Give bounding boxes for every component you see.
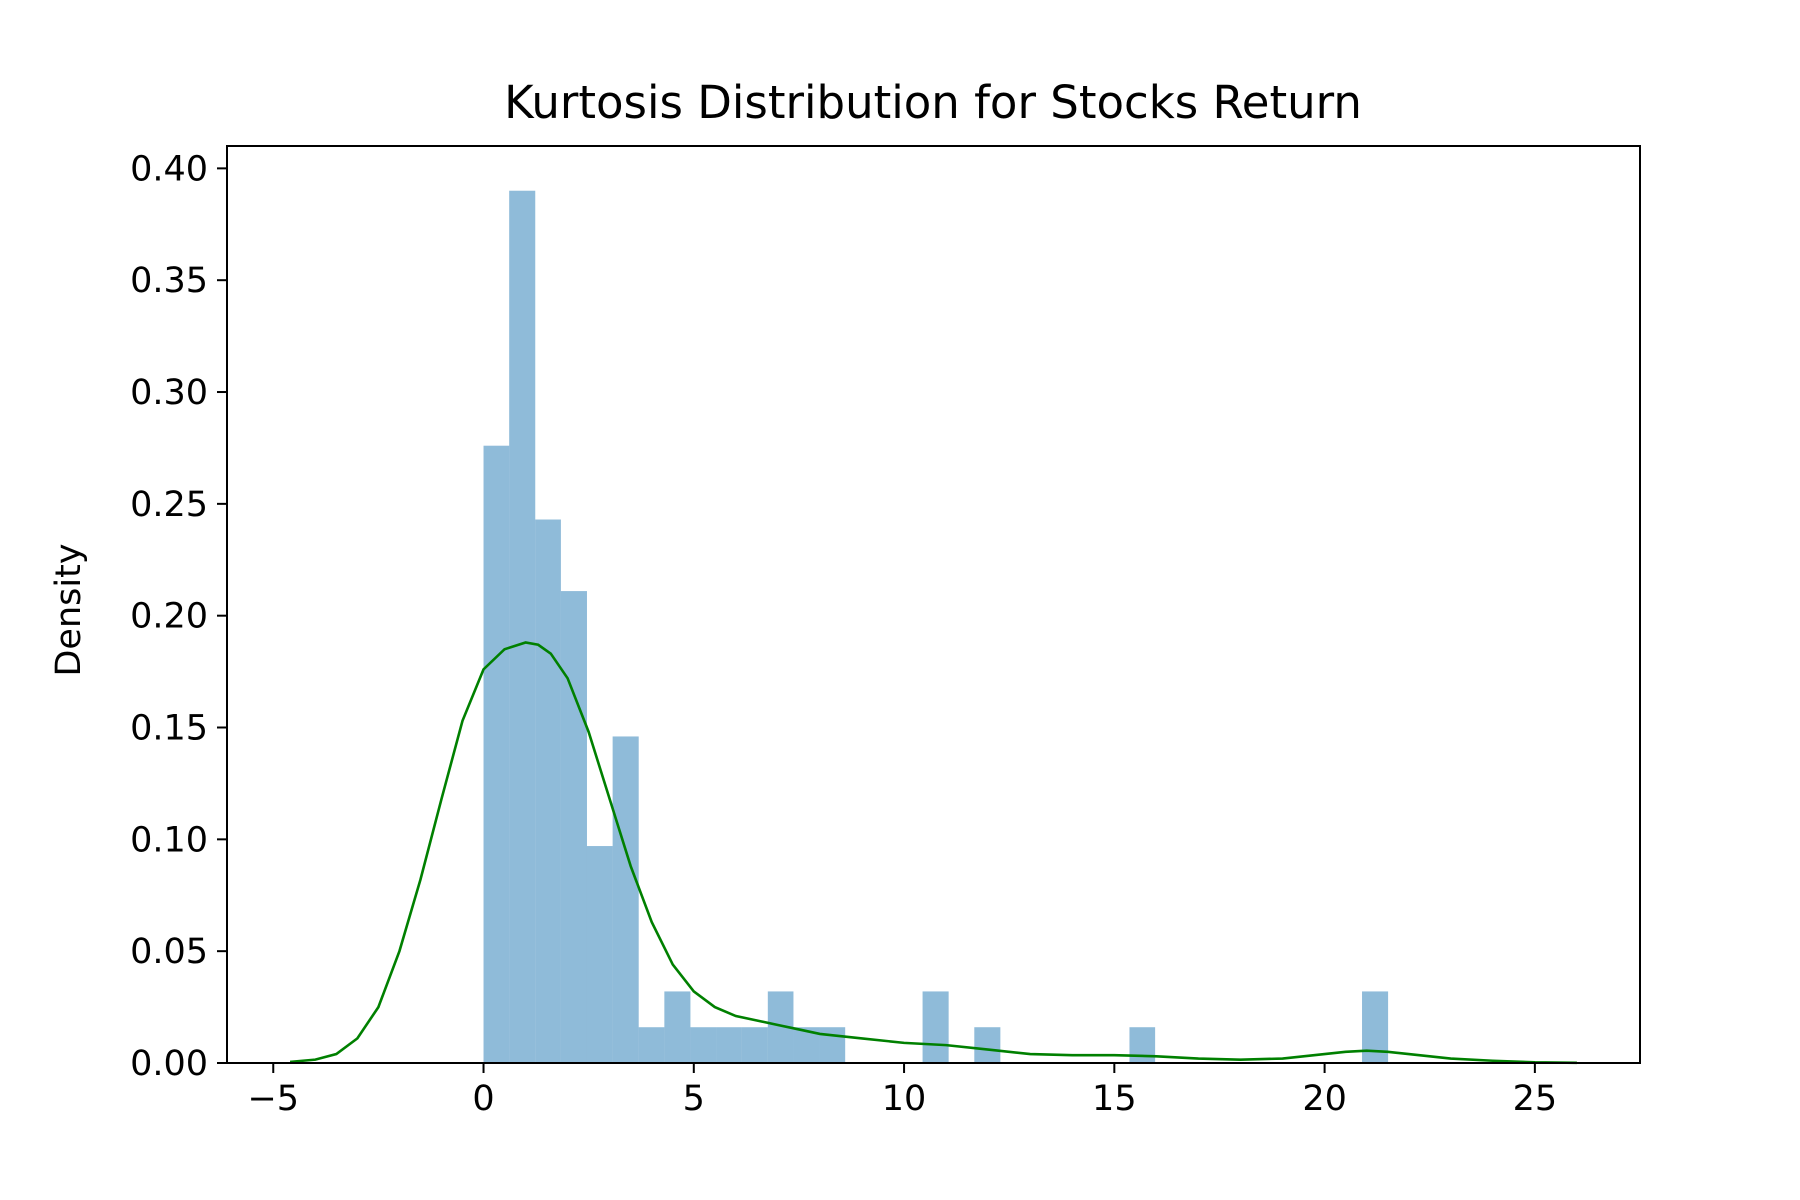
histogram-bars bbox=[483, 190, 1389, 1064]
histogram-bar-8 bbox=[664, 991, 691, 1063]
x-tick-label: −5 bbox=[247, 1079, 299, 1119]
y-tick-label: 0.20 bbox=[130, 597, 208, 637]
plot-frame bbox=[226, 145, 1641, 1064]
x-tick-label: 10 bbox=[882, 1079, 927, 1119]
histogram-bar-4 bbox=[560, 591, 587, 1063]
histogram-bar-9 bbox=[690, 1027, 717, 1063]
histogram-bar-3 bbox=[535, 519, 561, 1063]
y-tick-label: 0.15 bbox=[130, 709, 208, 749]
histogram-bar-1 bbox=[483, 445, 510, 1063]
x-tick-label: 25 bbox=[1513, 1079, 1558, 1119]
y-axis-ticks: 0.00 0.05 0.10 0.15 0.20 0.25 0.30 0.35 0.40 bbox=[130, 149, 227, 1084]
x-tick-label: 20 bbox=[1302, 1079, 1347, 1119]
y-axis-label: Density bbox=[49, 543, 89, 676]
histogram-bar-15 bbox=[922, 991, 949, 1063]
y-tick-label: 0.25 bbox=[130, 485, 208, 525]
histogram-bar-11 bbox=[741, 1027, 768, 1063]
y-tick-label: 0.40 bbox=[130, 149, 208, 189]
chart-title: Kurtosis Distribution for Stocks Return bbox=[504, 76, 1362, 129]
histogram-bar-10 bbox=[716, 1027, 742, 1063]
y-tick-label: 0.35 bbox=[130, 261, 208, 301]
x-axis-ticks: −5 0 5 10 15 20 25 bbox=[247, 1063, 1557, 1119]
kde-curve bbox=[289, 641, 1577, 1065]
histogram-bar-6 bbox=[612, 736, 639, 1063]
histogram-bar-7 bbox=[638, 1027, 665, 1063]
histogram-bar-17 bbox=[1129, 1027, 1156, 1063]
x-tick-label: 0 bbox=[472, 1079, 494, 1119]
y-tick-label: 0.00 bbox=[130, 1044, 208, 1084]
x-tick-label: 15 bbox=[1092, 1079, 1137, 1119]
x-tick-label: 5 bbox=[683, 1079, 705, 1119]
y-tick-label: 0.30 bbox=[130, 373, 208, 413]
histogram-bar-14 bbox=[819, 1027, 846, 1063]
histogram-bar-5 bbox=[586, 846, 613, 1063]
y-tick-label: 0.10 bbox=[130, 820, 208, 860]
histogram-bar-2 bbox=[509, 190, 536, 1064]
y-tick-label: 0.05 bbox=[130, 932, 208, 972]
histogram-bar-16 bbox=[974, 1027, 1001, 1063]
